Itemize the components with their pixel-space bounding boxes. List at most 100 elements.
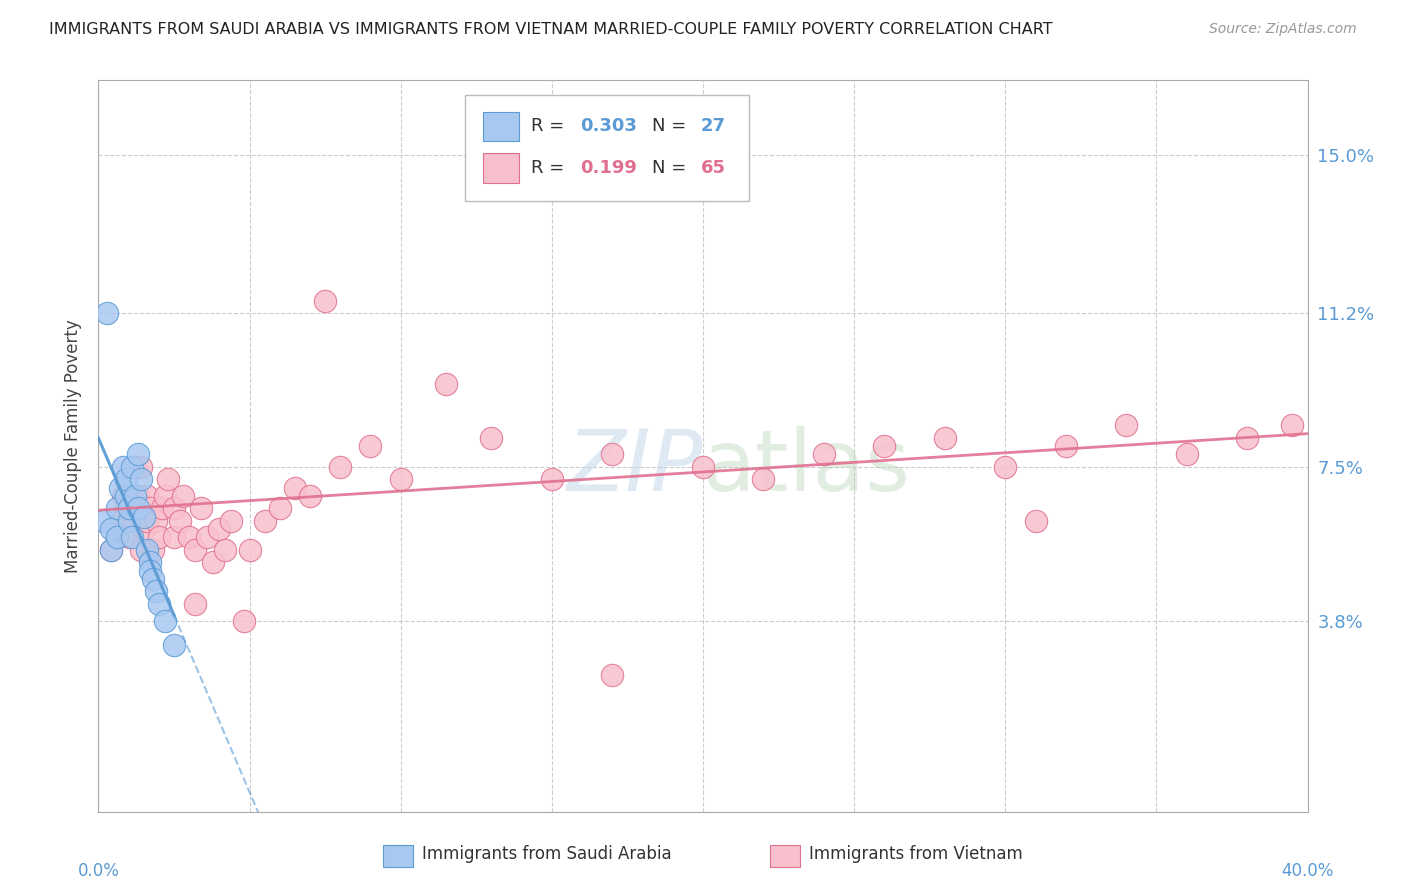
Point xyxy=(284,481,307,495)
Text: 0.0%: 0.0% xyxy=(77,862,120,880)
Text: 0.303: 0.303 xyxy=(579,118,637,136)
Point xyxy=(1175,447,1198,461)
Point xyxy=(299,489,322,503)
Point xyxy=(148,597,170,611)
Text: Immigrants from Vietnam: Immigrants from Vietnam xyxy=(810,845,1024,863)
Point xyxy=(105,530,128,544)
Point xyxy=(139,501,162,516)
Point xyxy=(873,439,896,453)
Point xyxy=(153,489,176,503)
Point xyxy=(994,459,1017,474)
Point xyxy=(129,472,152,486)
Point xyxy=(169,514,191,528)
Text: 27: 27 xyxy=(700,118,725,136)
Point xyxy=(813,447,835,461)
Point xyxy=(127,447,149,461)
Point xyxy=(108,514,131,528)
Point xyxy=(118,514,141,528)
Point xyxy=(150,501,173,516)
Text: R =: R = xyxy=(531,159,571,177)
Point xyxy=(163,530,186,544)
Point xyxy=(163,639,186,653)
Point xyxy=(129,459,152,474)
Text: N =: N = xyxy=(652,118,692,136)
Bar xyxy=(769,845,800,867)
Point xyxy=(127,501,149,516)
Point xyxy=(602,667,624,681)
Point xyxy=(118,501,141,516)
Text: atlas: atlas xyxy=(703,426,911,509)
Point xyxy=(145,584,167,599)
Text: ZIP: ZIP xyxy=(567,426,703,509)
Point xyxy=(114,472,136,486)
Point xyxy=(142,572,165,586)
Y-axis label: Married-Couple Family Poverty: Married-Couple Family Poverty xyxy=(65,319,83,573)
Point xyxy=(221,514,243,528)
Point xyxy=(132,501,155,516)
Text: N =: N = xyxy=(652,159,692,177)
Point xyxy=(1054,439,1077,453)
Point xyxy=(111,489,134,503)
Point xyxy=(208,522,231,536)
Point xyxy=(1115,418,1137,433)
Text: Immigrants from Saudi Arabia: Immigrants from Saudi Arabia xyxy=(422,845,672,863)
Point xyxy=(148,530,170,544)
Point xyxy=(692,459,714,474)
Point xyxy=(184,542,207,557)
Point xyxy=(172,489,194,503)
Point xyxy=(1236,431,1258,445)
Point xyxy=(127,489,149,503)
Point xyxy=(105,530,128,544)
Point xyxy=(100,522,122,536)
Point xyxy=(269,501,291,516)
Point xyxy=(389,472,412,486)
Point xyxy=(232,614,254,628)
Point xyxy=(139,564,162,578)
Point xyxy=(135,489,157,503)
Point xyxy=(100,542,122,557)
Point xyxy=(156,472,179,486)
Point xyxy=(602,447,624,461)
Point xyxy=(121,501,143,516)
Point xyxy=(214,542,236,557)
Point xyxy=(121,530,143,544)
Point xyxy=(195,530,218,544)
Bar xyxy=(482,153,519,183)
Point xyxy=(124,459,146,474)
Point xyxy=(434,376,457,391)
Point xyxy=(124,489,146,503)
Point xyxy=(224,0,246,4)
Point xyxy=(96,306,118,320)
Point xyxy=(190,501,212,516)
Text: R =: R = xyxy=(531,118,571,136)
Point xyxy=(124,514,146,528)
Point xyxy=(114,489,136,503)
Point xyxy=(184,597,207,611)
Point xyxy=(111,459,134,474)
Text: 65: 65 xyxy=(700,159,725,177)
Point xyxy=(540,472,562,486)
Text: Source: ZipAtlas.com: Source: ZipAtlas.com xyxy=(1209,22,1357,37)
Point xyxy=(93,514,115,528)
Point xyxy=(132,522,155,536)
Point xyxy=(135,514,157,528)
Point xyxy=(139,555,162,569)
Point xyxy=(127,501,149,516)
Point xyxy=(114,501,136,516)
Point xyxy=(121,459,143,474)
Text: 0.199: 0.199 xyxy=(579,159,637,177)
Point xyxy=(360,439,382,453)
Text: IMMIGRANTS FROM SAUDI ARABIA VS IMMIGRANTS FROM VIETNAM MARRIED-COUPLE FAMILY PO: IMMIGRANTS FROM SAUDI ARABIA VS IMMIGRAN… xyxy=(49,22,1053,37)
Bar xyxy=(382,845,413,867)
Point xyxy=(934,431,956,445)
Point xyxy=(153,614,176,628)
Text: 40.0%: 40.0% xyxy=(1281,862,1334,880)
Point xyxy=(1024,514,1046,528)
Point xyxy=(253,514,276,528)
Point xyxy=(132,509,155,524)
Point xyxy=(118,530,141,544)
Point xyxy=(108,481,131,495)
Point xyxy=(329,459,352,474)
Point xyxy=(179,530,201,544)
Bar xyxy=(482,112,519,141)
